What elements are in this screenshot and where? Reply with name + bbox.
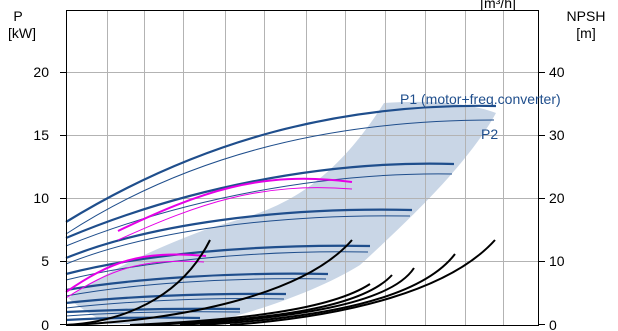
right-tick-label: 0 [549, 317, 557, 331]
npsh-curve [129, 283, 371, 326]
npsh-curve [199, 253, 456, 326]
npsh-curve [179, 267, 415, 326]
left-axis-ticks [60, 72, 67, 325]
p2-annotation: P2 [481, 126, 498, 142]
left-tick-label: 10 [33, 190, 49, 206]
left-tick-label: 5 [41, 253, 49, 269]
p1-annotation: P1 (motor+freq.converter) [400, 91, 561, 107]
right-tick-label: 20 [549, 190, 565, 206]
x-axis-unit-label: [m³/h] [480, 0, 516, 11]
p1-curve [65, 292, 287, 305]
right-axis-ticks [538, 72, 545, 325]
npsh-curve [149, 274, 393, 326]
plot-frame [66, 10, 539, 326]
left-axis-title-p: P [13, 8, 22, 24]
right-axis-title-unit: [m] [576, 25, 595, 41]
p1-curve [65, 307, 241, 314]
p2-curve [65, 298, 285, 309]
p2-curve [65, 119, 495, 235]
left-axis-title-unit: [kW] [8, 25, 36, 41]
npsh-curve [229, 239, 496, 326]
right-tick-label: 40 [549, 64, 565, 80]
highlight-p2-curve [65, 260, 205, 299]
p2-curve [65, 173, 453, 247]
p2-curve [65, 215, 411, 265]
p2-curve [65, 278, 327, 297]
p1-curve [65, 162, 455, 240]
p1-curve [65, 316, 201, 322]
highlight-p2-curve [117, 187, 353, 241]
left-tick-label: 0 [41, 317, 49, 331]
npsh-curve [65, 239, 353, 326]
right-axis-title-npsh: NPSH [567, 8, 606, 24]
npsh-curve [65, 239, 211, 326]
right-tick-label: 10 [549, 253, 565, 269]
highlight-p1-curve [117, 177, 353, 232]
p2-curve [65, 311, 241, 317]
left-tick-label: 15 [33, 127, 49, 143]
grid [66, 10, 539, 325]
highlight-p1-curve [65, 253, 207, 293]
p1-curve [65, 208, 413, 260]
curves-layer [65, 104, 497, 326]
right-tick-label: 30 [549, 127, 565, 143]
left-tick-label: 20 [33, 64, 49, 80]
p1-curve [65, 244, 371, 276]
p1-curve [65, 104, 497, 223]
